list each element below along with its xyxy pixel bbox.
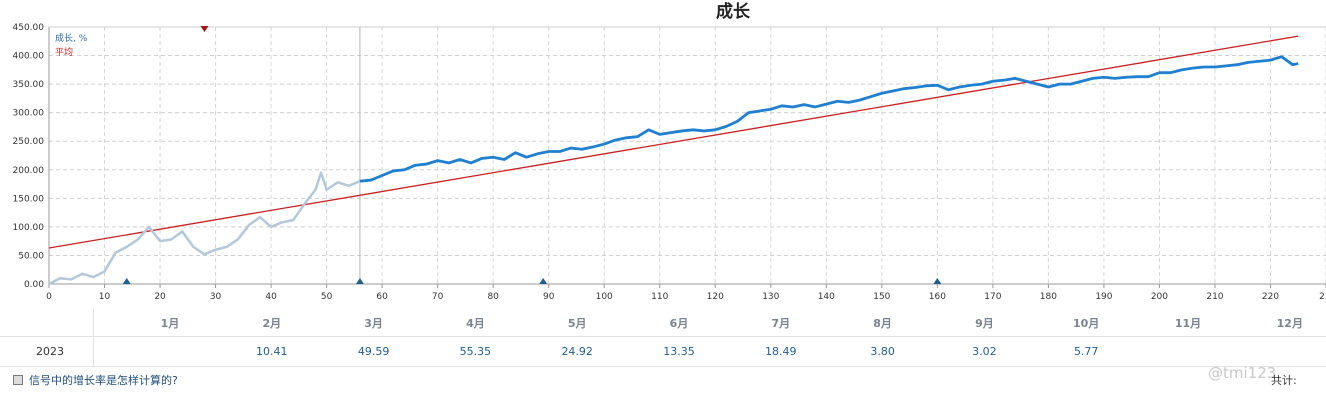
y-tick-label: 50.00 (18, 251, 44, 261)
expand-box-icon (13, 375, 23, 385)
y-tick-label: 100.00 (13, 223, 45, 233)
y-axis-ticks: 0.00 50.00 100.00 150.00 200.00 250.00 300.00 3… (13, 23, 45, 290)
legend-average: 平均 (55, 46, 73, 58)
growth-line-history (48, 171, 361, 286)
x-tick-label: 180 (1040, 292, 1057, 302)
month-header: 9月 (975, 317, 994, 330)
month-value: 13.35 (663, 345, 695, 358)
faq-link-text[interactable]: 信号中的增长率是怎样计算的? (29, 374, 178, 387)
month-value: 10.41 (256, 345, 288, 358)
watermark: @tmi123 (1208, 364, 1277, 382)
y-tick-label: 400.00 (13, 52, 45, 62)
x-tick-label: 80 (487, 292, 499, 302)
month-header: 7月 (771, 317, 791, 330)
x-tick-label: 2 (1319, 292, 1325, 302)
month-header: 11月 (1174, 317, 1202, 330)
year-label: 2023 (36, 345, 64, 358)
x-tick-label: 10 (99, 292, 111, 302)
x-tick-label: 70 (432, 292, 444, 302)
growth-chart: 成长 0.0050.00100.00150.00200.00250.00300.… (13, 1, 1326, 302)
month-header: 3月 (364, 317, 383, 330)
year-values-row: 2023 10.41 49.59 55.35 24.92 13.35 18.49 3.80 3… (0, 336, 1326, 367)
month-value: 5.77 (1073, 345, 1099, 358)
month-header: 8月 (873, 317, 892, 330)
chart-axes (48, 26, 1326, 285)
chart-markers (122, 26, 942, 284)
x-tick-label: 120 (707, 292, 724, 302)
x-tick-label: 90 (543, 292, 555, 302)
month-header: 2月 (262, 317, 282, 330)
chart-title: 成长 (716, 1, 751, 22)
month-value: 18.49 (765, 345, 797, 358)
deposit-marker-icon (933, 278, 942, 284)
month-header-row: 1月 2月 3月 4月 5月 6月 7月 8月 9月 10月 11月 12月 (0, 309, 1326, 336)
month-header: 10月 (1073, 317, 1100, 330)
x-tick-label: 150 (873, 292, 890, 302)
legend-growth: 成长, % (55, 32, 88, 44)
x-axis-ticks: 0 10 20 30 40 50 60 70 80 90 100 110 120 130 140 150 160… (46, 284, 1326, 302)
y-tick-label: 150.00 (13, 194, 45, 204)
average-line (48, 35, 1299, 249)
month-header: 12月 (1276, 317, 1303, 330)
y-tick-label: 350.00 (13, 80, 45, 90)
y-tick-label: 250.00 (13, 137, 45, 147)
deposit-marker-icon (355, 278, 364, 284)
growth-calculation-link[interactable]: 信号中的增长率是怎样计算的? (13, 372, 178, 388)
x-tick-label: 200 (1151, 292, 1168, 302)
x-tick-label: 110 (651, 292, 668, 302)
y-tick-label: 300.00 (13, 109, 45, 119)
x-tick-label: 20 (154, 292, 166, 302)
y-tick-label: 0.00 (24, 280, 44, 290)
deposit-marker-icon (122, 278, 131, 284)
month-header: 6月 (669, 317, 689, 330)
deposit-marker-icon (539, 278, 548, 284)
month-header: 1月 (160, 317, 180, 330)
month-header: 4月 (466, 317, 485, 330)
x-tick-label: 140 (818, 292, 835, 302)
x-tick-label: 40 (265, 292, 277, 302)
x-tick-label: 60 (376, 292, 388, 302)
x-tick-label: 170 (984, 292, 1001, 302)
series-layer (48, 35, 1299, 286)
x-tick-label: 160 (929, 292, 946, 302)
x-tick-label: 190 (1095, 292, 1112, 302)
month-value: 49.59 (357, 345, 390, 358)
y-tick-label: 200.00 (13, 166, 45, 176)
month-value: 24.92 (561, 345, 593, 358)
year-cell: 2023 (0, 337, 94, 366)
growth-line (359, 55, 1299, 183)
month-value: 3.80 (870, 345, 895, 358)
withdrawal-marker-icon (200, 26, 209, 32)
total-label: 共计: (1271, 374, 1297, 387)
month-value: 3.02 (972, 345, 997, 358)
x-tick-label: 50 (321, 292, 333, 302)
x-tick-label: 210 (1206, 292, 1223, 302)
x-tick-label: 100 (596, 292, 613, 302)
x-tick-label: 130 (762, 292, 779, 302)
x-tick-label: 30 (210, 292, 222, 302)
month-header: 5月 (567, 317, 587, 330)
x-tick-label: 0 (46, 292, 52, 302)
y-tick-label: 450.00 (13, 23, 45, 33)
monthly-growth-table: 1月 2月 3月 4月 5月 6月 7月 8月 9月 10月 11月 12月 2023 10.41 49… (0, 309, 1326, 367)
month-value: 55.35 (459, 345, 492, 358)
x-tick-label: 220 (1262, 292, 1279, 302)
chart-grid (49, 26, 1326, 284)
year-header-cell (0, 309, 94, 336)
